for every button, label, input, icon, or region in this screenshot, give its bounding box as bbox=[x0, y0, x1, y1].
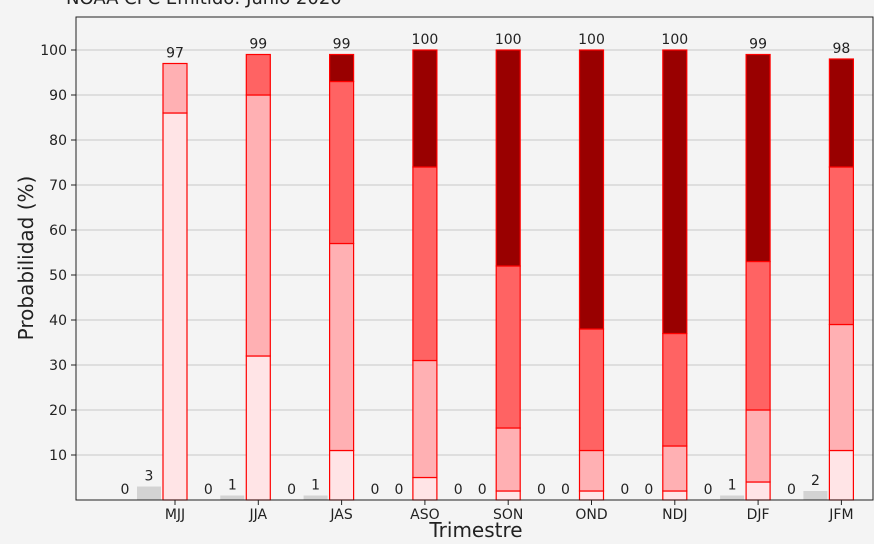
gray-left-label: 0 bbox=[537, 482, 546, 498]
chart-title: NOAA CPC Emitido: Junio 2020 bbox=[66, 0, 342, 9]
grid-lines bbox=[76, 49, 873, 456]
gray-bar-label: 0 bbox=[394, 482, 403, 498]
gray-bar-label: 0 bbox=[561, 482, 570, 498]
stack-segment bbox=[828, 166, 855, 326]
y-tick-label: 100 bbox=[40, 43, 67, 59]
stack-segment bbox=[412, 476, 438, 501]
stack-segment bbox=[578, 449, 605, 492]
y-tick-label: 20 bbox=[49, 403, 67, 419]
stack-segment bbox=[329, 449, 355, 501]
total-label: 100 bbox=[578, 32, 605, 48]
gray-bar-label: 3 bbox=[145, 469, 154, 485]
stack-segment bbox=[828, 449, 855, 501]
gray-left-label: 0 bbox=[620, 482, 629, 498]
stack-segment bbox=[745, 409, 771, 483]
total-label: 99 bbox=[749, 37, 767, 53]
stack-segment bbox=[412, 359, 438, 479]
y-tick-label: 10 bbox=[49, 448, 67, 464]
stack-segment bbox=[162, 112, 188, 501]
gray-bar-label: 1 bbox=[228, 478, 237, 494]
gray-left-label: 0 bbox=[454, 482, 463, 498]
gray-bar bbox=[720, 495, 745, 500]
gray-bar-label: 1 bbox=[311, 478, 320, 494]
gray-bar-label: 0 bbox=[644, 482, 653, 498]
stack-segment bbox=[578, 328, 605, 452]
total-label: 100 bbox=[661, 32, 688, 48]
x-tick-label: JFM bbox=[828, 507, 853, 523]
stack-segment bbox=[495, 427, 521, 492]
gray-bar-label: 0 bbox=[478, 482, 487, 498]
gray-left-label: 0 bbox=[704, 482, 713, 498]
y-axis-title: Probabilidad (%) bbox=[14, 176, 38, 341]
x-tick-label: OND bbox=[575, 507, 607, 523]
stack-segment bbox=[662, 332, 688, 447]
stack-segment bbox=[745, 481, 771, 501]
y-tick-label: 70 bbox=[49, 178, 67, 194]
x-tick-label: JAS bbox=[329, 507, 352, 523]
gray-left-label: 0 bbox=[287, 482, 296, 498]
gray-bar-label: 2 bbox=[811, 473, 820, 489]
stack-segment bbox=[662, 490, 688, 501]
stack-segment bbox=[329, 53, 355, 83]
y-tick-label: 80 bbox=[49, 133, 67, 149]
stack-segment bbox=[578, 49, 605, 330]
stack-segment bbox=[245, 355, 271, 501]
stack-segment bbox=[828, 323, 855, 452]
y-tick-label: 50 bbox=[49, 268, 67, 284]
gray-left-label: 0 bbox=[370, 482, 379, 498]
stack-segment bbox=[828, 58, 855, 168]
stack-segment bbox=[495, 49, 521, 267]
total-label: 100 bbox=[412, 32, 439, 48]
y-tick-labels: 10 20 30 40 50 60 70 80 90 100 bbox=[40, 43, 76, 464]
total-label: 99 bbox=[249, 37, 267, 53]
stack-segment bbox=[412, 166, 438, 362]
stack-segment bbox=[162, 62, 188, 114]
stack-segment bbox=[578, 490, 605, 501]
total-label: 97 bbox=[166, 46, 184, 62]
x-tick-label: DJF bbox=[747, 507, 770, 523]
x-tick-label: NDJ bbox=[662, 507, 687, 523]
y-tick-label: 40 bbox=[49, 313, 67, 329]
stack-segment bbox=[745, 260, 771, 411]
x-tick-label: ASO bbox=[410, 507, 439, 523]
stack-segment bbox=[412, 49, 438, 168]
gray-bar bbox=[803, 491, 828, 500]
x-tick-label: MJJ bbox=[165, 507, 185, 523]
y-tick-label: 60 bbox=[49, 223, 67, 239]
total-label: 98 bbox=[832, 41, 850, 57]
plot-frame bbox=[75, 16, 874, 501]
stack-segment bbox=[662, 445, 688, 492]
gray-bar bbox=[220, 495, 245, 500]
gray-bar bbox=[137, 486, 161, 500]
bars bbox=[137, 49, 855, 501]
stack-segment bbox=[245, 53, 271, 96]
stack-segment bbox=[245, 94, 271, 357]
gray-bar-label: 1 bbox=[728, 478, 737, 494]
stack-segment bbox=[495, 490, 521, 501]
x-tick-labels: MJJ JJA JAS ASO SON OND NDJ DJF JFM bbox=[165, 500, 854, 523]
x-tick-label: SON bbox=[493, 507, 523, 523]
total-label: 99 bbox=[333, 37, 351, 53]
gray-left-label: 0 bbox=[121, 482, 130, 498]
x-tick-label: JJA bbox=[249, 507, 268, 523]
y-tick-label: 90 bbox=[49, 88, 67, 104]
y-tick-label: 30 bbox=[49, 358, 67, 374]
stack-segment bbox=[745, 53, 771, 263]
stack-segment bbox=[495, 265, 521, 429]
gray-left-label: 0 bbox=[787, 482, 796, 498]
x-axis-title: Trimestre bbox=[428, 518, 522, 540]
total-label: 100 bbox=[495, 32, 522, 48]
stack-segment bbox=[329, 80, 355, 245]
gray-left-label: 0 bbox=[204, 482, 213, 498]
stack-segment bbox=[329, 242, 355, 452]
gray-bar bbox=[303, 495, 328, 500]
stack-segment bbox=[662, 49, 688, 335]
